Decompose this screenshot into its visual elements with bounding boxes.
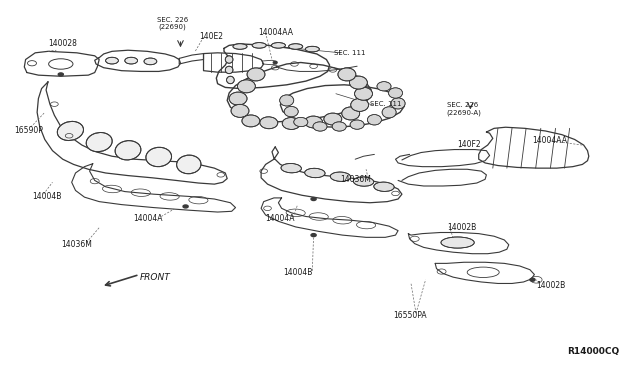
Ellipse shape <box>280 95 294 106</box>
Text: 14002B: 14002B <box>536 281 566 290</box>
Ellipse shape <box>177 155 201 174</box>
Text: 14004B: 14004B <box>283 268 312 277</box>
Ellipse shape <box>225 56 233 63</box>
Circle shape <box>530 278 535 281</box>
Ellipse shape <box>351 98 369 111</box>
Ellipse shape <box>271 42 285 48</box>
Ellipse shape <box>144 58 157 65</box>
Ellipse shape <box>227 76 234 84</box>
Text: 14004B: 14004B <box>32 192 61 201</box>
Ellipse shape <box>229 92 247 105</box>
Ellipse shape <box>106 57 118 64</box>
Text: SEC. 226: SEC. 226 <box>447 102 478 108</box>
Ellipse shape <box>247 68 265 81</box>
Ellipse shape <box>338 68 356 81</box>
Text: R14000CQ: R14000CQ <box>567 347 620 356</box>
Ellipse shape <box>146 147 172 167</box>
Ellipse shape <box>388 88 403 98</box>
Ellipse shape <box>281 163 301 173</box>
Ellipse shape <box>260 117 278 129</box>
Ellipse shape <box>86 132 112 152</box>
Circle shape <box>311 198 316 201</box>
Text: 14004A: 14004A <box>133 214 163 223</box>
Ellipse shape <box>305 168 325 178</box>
Ellipse shape <box>225 66 233 74</box>
Text: 14004AA: 14004AA <box>258 28 293 37</box>
Ellipse shape <box>342 107 360 120</box>
Text: (22690-A): (22690-A) <box>447 109 481 116</box>
Ellipse shape <box>284 106 298 117</box>
Circle shape <box>273 61 277 64</box>
Text: SEC. 111: SEC. 111 <box>370 101 401 107</box>
Ellipse shape <box>324 113 342 125</box>
Ellipse shape <box>353 177 374 186</box>
Ellipse shape <box>252 42 266 48</box>
Text: SEC. 226: SEC. 226 <box>157 17 188 23</box>
Ellipse shape <box>313 122 327 131</box>
Ellipse shape <box>237 80 255 93</box>
Text: 14036M: 14036M <box>61 240 92 249</box>
Ellipse shape <box>294 118 308 126</box>
Ellipse shape <box>355 87 372 100</box>
Ellipse shape <box>58 121 83 141</box>
Ellipse shape <box>391 98 405 109</box>
Ellipse shape <box>242 115 260 127</box>
Ellipse shape <box>231 104 249 117</box>
Text: 14036M: 14036M <box>340 175 371 184</box>
Circle shape <box>183 205 188 208</box>
Ellipse shape <box>349 76 367 89</box>
Ellipse shape <box>233 44 247 49</box>
Text: 16590P: 16590P <box>14 126 43 135</box>
Ellipse shape <box>350 120 364 129</box>
Text: SEC. 111: SEC. 111 <box>334 50 365 56</box>
Ellipse shape <box>382 107 396 118</box>
Ellipse shape <box>289 44 303 49</box>
Text: 140E2: 140E2 <box>200 32 224 41</box>
Text: 14004A: 14004A <box>266 214 295 223</box>
Text: 140F2: 140F2 <box>458 140 481 149</box>
Ellipse shape <box>305 116 323 128</box>
Ellipse shape <box>374 182 394 192</box>
Text: 14004AA: 14004AA <box>532 136 568 145</box>
Ellipse shape <box>115 141 141 160</box>
Text: 14002B: 14002B <box>447 223 476 232</box>
Ellipse shape <box>377 81 391 91</box>
Ellipse shape <box>330 172 351 182</box>
Circle shape <box>58 73 63 76</box>
Ellipse shape <box>125 57 138 64</box>
Ellipse shape <box>282 118 300 129</box>
Text: 16550PA: 16550PA <box>394 311 428 320</box>
Ellipse shape <box>367 115 381 125</box>
Text: 140028: 140028 <box>48 39 77 48</box>
Ellipse shape <box>332 122 346 131</box>
Ellipse shape <box>305 46 319 52</box>
Text: (22690): (22690) <box>159 23 186 30</box>
Circle shape <box>311 234 316 237</box>
Text: FRONT: FRONT <box>140 273 170 282</box>
Ellipse shape <box>441 237 474 248</box>
